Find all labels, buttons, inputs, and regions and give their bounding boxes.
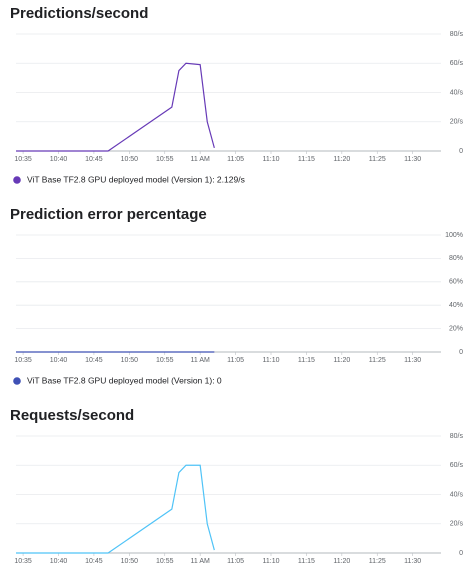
series-line [16, 62, 215, 152]
y-tick-label: 20/s [450, 521, 464, 528]
x-tick-label: 11:20 [333, 357, 350, 364]
x-tick-label: 11:20 [333, 558, 350, 565]
y-tick-label: 80% [449, 255, 463, 262]
x-tick-label: 11:15 [298, 558, 315, 565]
x-tick-label: 11 AM [191, 357, 210, 364]
x-tick-label: 11:10 [263, 357, 280, 364]
x-tick-label: 10:45 [85, 156, 103, 163]
x-tick-label: 11:10 [263, 156, 280, 163]
x-tick-label: 11:05 [227, 156, 244, 163]
x-tick-label: 10:50 [121, 156, 139, 163]
y-tick-label: 40/s [450, 89, 464, 96]
y-tick-label: 0 [459, 550, 463, 557]
x-tick-label: 10:45 [85, 558, 103, 565]
y-tick-label: 20/s [450, 119, 464, 126]
x-tick-label: 11:30 [404, 558, 421, 565]
y-tick-label: 20% [449, 325, 463, 332]
legend-label: ViT Base TF2.8 GPU deployed model (Versi… [27, 174, 245, 184]
legend-swatch [13, 176, 21, 184]
y-tick-label: 0 [459, 148, 463, 155]
legend-label: ViT Base TF2.8 GPU deployed model (Versi… [27, 375, 222, 385]
x-tick-label: 11:25 [369, 156, 386, 163]
x-tick-label: 11:25 [369, 558, 386, 565]
y-tick-label: 60/s [450, 60, 464, 67]
x-tick-label: 11:30 [404, 357, 421, 364]
legend-swatch [13, 377, 21, 385]
x-tick-label: 11:05 [227, 357, 244, 364]
x-tick-label: 10:35 [14, 156, 32, 163]
x-tick-label: 10:40 [50, 558, 68, 565]
y-tick-label: 60/s [450, 462, 464, 469]
x-tick-label: 10:50 [121, 357, 139, 364]
x-tick-label: 10:55 [156, 558, 174, 565]
x-tick-label: 11:15 [298, 156, 315, 163]
y-tick-label: 80/s [450, 31, 464, 38]
y-tick-label: 0 [459, 349, 463, 356]
chart-title: Prediction error percentage [10, 206, 207, 223]
x-tick-label: 10:35 [14, 558, 32, 565]
x-tick-label: 10:40 [50, 156, 68, 163]
x-tick-label: 10:45 [85, 357, 103, 364]
x-tick-label: 11:30 [404, 156, 421, 163]
y-tick-label: 80/s [450, 433, 464, 440]
series-line [16, 464, 215, 554]
x-tick-label: 10:40 [50, 357, 68, 364]
x-tick-label: 11:25 [369, 357, 386, 364]
x-tick-label: 11:05 [227, 558, 244, 565]
chart-title: Requests/second [10, 407, 134, 424]
x-tick-label: 10:50 [121, 558, 139, 565]
x-tick-label: 11 AM [191, 558, 210, 565]
x-tick-label: 10:55 [156, 156, 174, 163]
x-tick-label: 11:20 [333, 156, 350, 163]
x-tick-label: 11 AM [191, 156, 210, 163]
x-tick-label: 10:35 [14, 357, 32, 364]
x-tick-label: 11:15 [298, 357, 315, 364]
y-tick-label: 100% [445, 232, 463, 239]
chart-title: Predictions/second [10, 5, 148, 22]
x-tick-label: 11:10 [263, 558, 280, 565]
x-tick-label: 10:55 [156, 357, 174, 364]
y-tick-label: 60% [449, 279, 463, 286]
y-tick-label: 40% [449, 302, 463, 309]
y-tick-label: 40/s [450, 491, 464, 498]
